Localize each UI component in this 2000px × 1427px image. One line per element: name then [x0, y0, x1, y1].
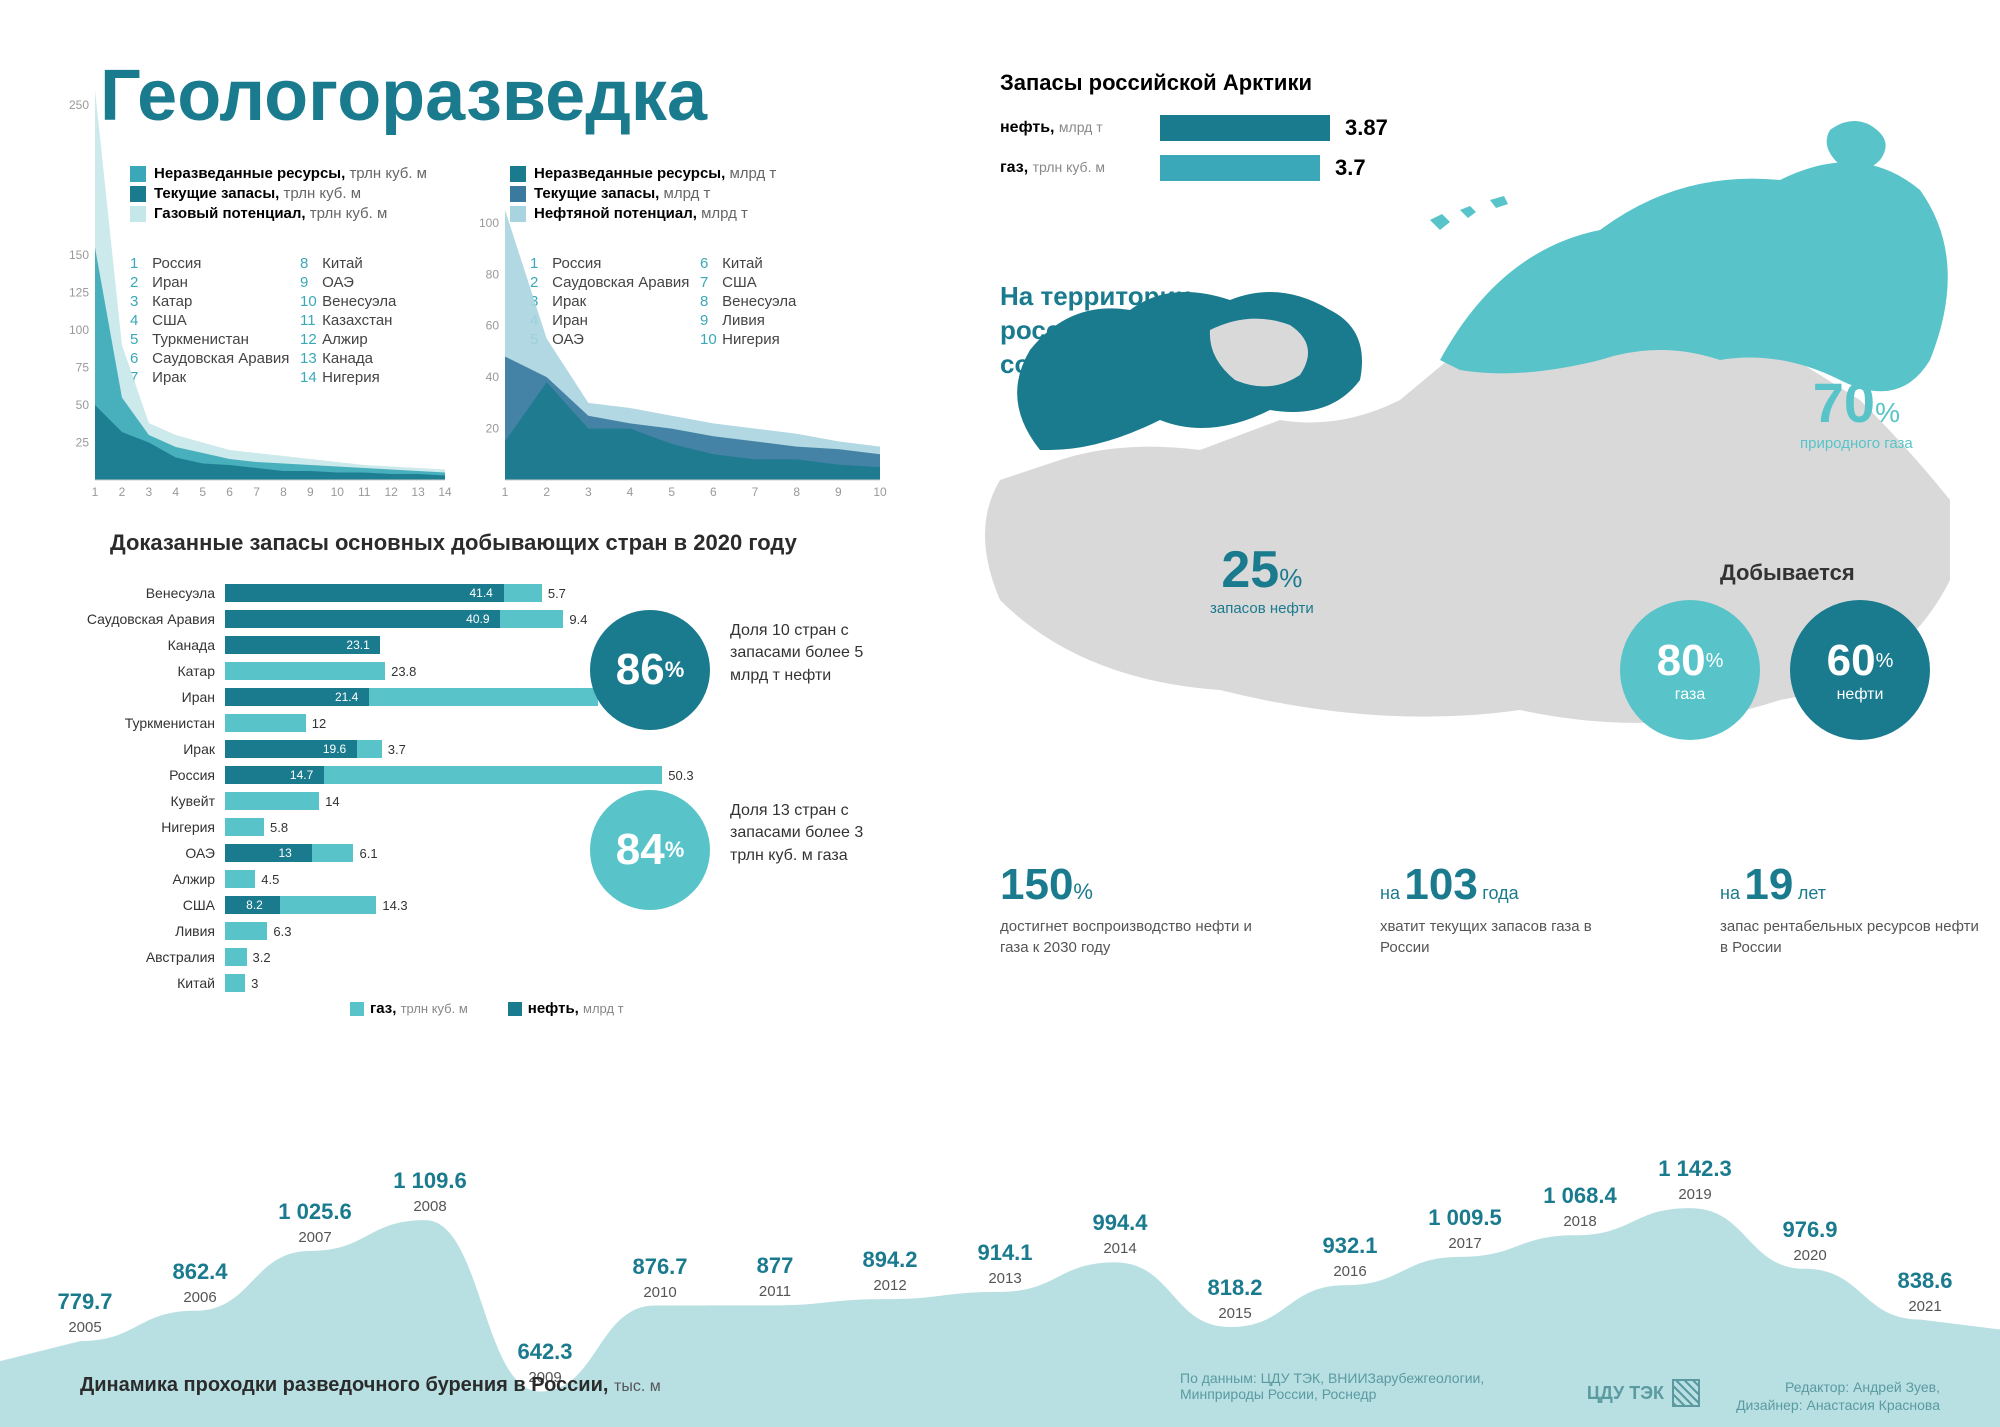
svg-text:2: 2 [543, 485, 550, 499]
hbar-legend: газ, трлн куб. мнефть, млрд т [350, 1000, 624, 1017]
oil-area-chart: 20 40 60 80 100 1 2 3 4 5 6 7 8 9 10 [460, 200, 890, 500]
prod-oil-circle: 60% нефти [1790, 600, 1930, 740]
svg-text:60: 60 [486, 319, 500, 333]
svg-text:9: 9 [835, 485, 842, 499]
stat-103: на 103 года хватит текущих запасов газа … [1380, 860, 1640, 958]
hbar-row: Ирак19.63.7 [80, 736, 620, 762]
svg-text:5: 5 [668, 485, 675, 499]
footer-source: По данным: ЦДУ ТЭК, ВНИИЗарубежгеологии,… [1180, 1370, 1560, 1402]
svg-text:10: 10 [331, 485, 345, 499]
svg-text:100: 100 [69, 323, 89, 337]
svg-text:4: 4 [627, 485, 634, 499]
arctic-header: Запасы российской Арктики [1000, 70, 1312, 96]
timeline-chart: 779.72005862.420061 025.620071 109.62008… [0, 1117, 2000, 1427]
hbar-row: Россия14.750.3 [80, 762, 620, 788]
svg-text:8: 8 [280, 485, 287, 499]
svg-text:7: 7 [752, 485, 759, 499]
svg-text:80: 80 [486, 267, 500, 281]
circle-stat-oil-text: Доля 10 стран с запасами более 5 млрд т … [730, 620, 900, 687]
svg-text:7: 7 [253, 485, 260, 499]
circle-stat-gas-text: Доля 13 стран с запасами более 3 трлн ку… [730, 800, 900, 867]
svg-text:3: 3 [146, 485, 153, 499]
hbar-row: Алжир4.5 [80, 866, 620, 892]
hbar-row: Иран21.434 [80, 684, 620, 710]
hbar-row: Ливия6.3 [80, 918, 620, 944]
svg-text:6: 6 [710, 485, 717, 499]
svg-text:40: 40 [486, 370, 500, 384]
svg-text:11: 11 [358, 485, 371, 499]
map-gas-callout: 70% природного газа [1800, 370, 1913, 452]
gas-area-chart: 2550751001251502501234567891011121314 [55, 80, 455, 500]
svg-text:20: 20 [486, 422, 500, 436]
svg-text:13: 13 [411, 485, 425, 499]
svg-text:14: 14 [438, 485, 452, 499]
svg-text:150: 150 [69, 248, 89, 262]
hbar-row: Туркменистан12 [80, 710, 620, 736]
svg-text:5: 5 [199, 485, 206, 499]
stat-150: 150% достигнет воспроизводство нефти и г… [1000, 860, 1260, 958]
svg-text:25: 25 [76, 436, 90, 450]
svg-text:2: 2 [119, 485, 126, 499]
hbar-chart: Венесуэла41.45.7Саудовская Аравия40.99.4… [80, 580, 620, 996]
hbar-row: Катар23.8 [80, 658, 620, 684]
svg-text:250: 250 [69, 98, 89, 112]
map-oil-callout: 25% запасов нефти [1210, 540, 1314, 617]
hbar-row: Австралия3.2 [80, 944, 620, 970]
timeline-title: Динамика проходки разведочного бурения в… [80, 1374, 661, 1397]
svg-text:125: 125 [69, 286, 89, 300]
svg-text:10: 10 [873, 485, 887, 499]
footer-designer: Дизайнер: Анастасия Краснова [1736, 1397, 1940, 1413]
hbar-row: Саудовская Аравия40.99.4 [80, 606, 620, 632]
circle-stat-oil: 86% [590, 610, 710, 730]
svg-text:100: 100 [479, 216, 499, 230]
svg-text:9: 9 [307, 485, 314, 499]
prod-gas-circle: 80% газа [1620, 600, 1760, 740]
svg-text:50: 50 [76, 398, 90, 412]
stat-19: на 19 лет запас рентабельных ресурсов не… [1720, 860, 1980, 958]
hbar-row: Нигерия5.8 [80, 814, 620, 840]
hbar-row: Китай3 [80, 970, 620, 996]
svg-text:4: 4 [172, 485, 179, 499]
hbar-row: Канада23.1 [80, 632, 620, 658]
svg-text:1: 1 [502, 485, 509, 499]
hbar-row: Кувейт14 [80, 788, 620, 814]
reserves-header: Доказанные запасы основных добывающих ст… [110, 530, 797, 556]
svg-text:75: 75 [76, 361, 90, 375]
svg-text:12: 12 [384, 485, 398, 499]
footer-editor: Редактор: Андрей Зуев, [1785, 1379, 1940, 1395]
footer-logo: ЦДУ ТЭК [1587, 1379, 1700, 1407]
hbar-row: ОАЭ136.1 [80, 840, 620, 866]
svg-text:6: 6 [226, 485, 233, 499]
hbar-row: США8.214.3 [80, 892, 620, 918]
production-header: Добывается [1720, 560, 1855, 586]
circle-stat-gas: 84% [590, 790, 710, 910]
svg-text:3: 3 [585, 485, 592, 499]
hbar-row: Венесуэла41.45.7 [80, 580, 620, 606]
svg-text:8: 8 [793, 485, 800, 499]
svg-text:1: 1 [92, 485, 99, 499]
